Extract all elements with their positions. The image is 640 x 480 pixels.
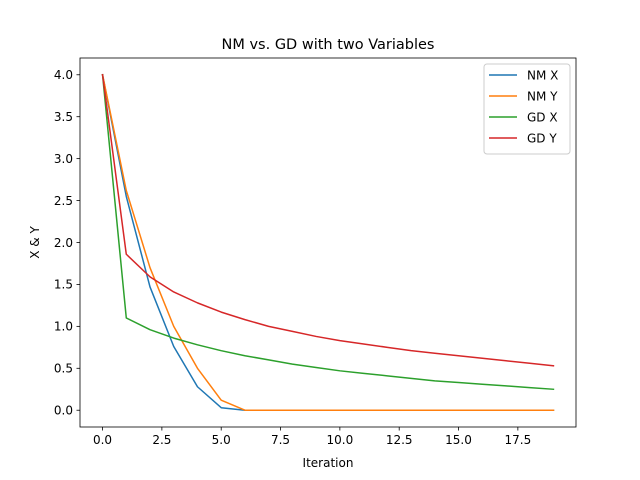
y-tick-label: 2.5 [54,194,73,208]
y-tick-label: 0.5 [54,362,73,376]
legend-label: GD Y [527,131,557,145]
x-tick-label: 10.0 [327,433,354,447]
y-tick-label: 1.0 [54,320,73,334]
series-layer [101,73,555,411]
chart-title: NM vs. GD with two Variables [222,37,435,53]
legend-label: NM Y [527,89,558,103]
x-tick-label: 15.0 [445,433,472,447]
y-axis-label: X & Y [28,226,42,259]
x-tick-label: 12.5 [386,433,413,447]
x-tick-label: 7.5 [271,433,290,447]
y-axis: 0.0 0.5 1.0 1.5 2.0 2.5 3.0 3.5 4.0 [54,68,80,418]
y-tick-label: 0.0 [54,404,73,418]
y-tick-label: 4.0 [54,68,73,82]
x-tick-label: 5.0 [212,433,231,447]
legend-box [483,63,571,155]
x-tick-label: 17.5 [504,433,531,447]
y-tick-label: 3.0 [54,152,73,166]
x-tick-label: 2.5 [152,433,171,447]
series-line-nm-y [101,73,555,411]
x-axis: 0.0 2.5 5.0 7.5 10.0 12.5 15.0 17.5 [93,427,531,447]
plot-area [79,57,577,428]
legend: NM X NM Y GD X GD Y [483,63,571,155]
legend-label: GD X [527,110,558,124]
x-tick-label: 0.0 [93,433,112,447]
y-tick-label: 2.0 [54,236,73,250]
legend-label: NM X [527,68,558,82]
y-tick-label: 1.5 [54,278,73,292]
series-line-gd-y [101,73,555,367]
x-axis-label: Iteration [303,456,354,470]
y-tick-label: 3.5 [54,110,73,124]
series-line-gd-x [101,73,555,391]
